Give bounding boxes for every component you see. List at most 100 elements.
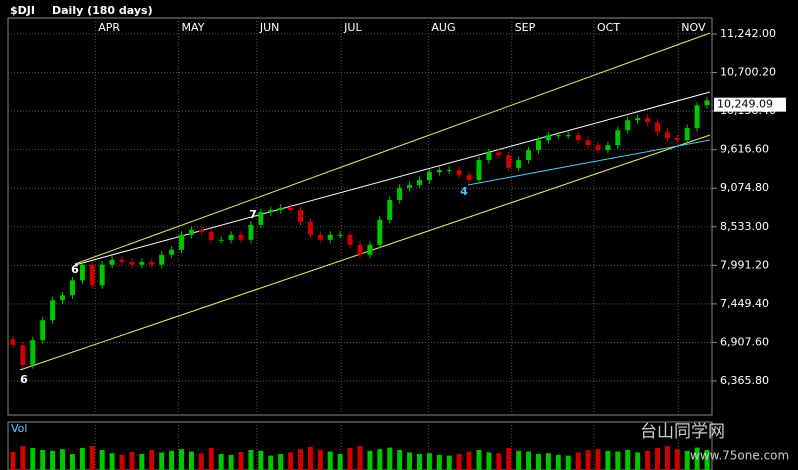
volume-bar	[387, 447, 393, 470]
volume-bar	[645, 450, 651, 470]
candle-body	[684, 128, 690, 141]
candle-body	[476, 160, 482, 181]
volume-bar	[30, 448, 36, 470]
volume-bar	[615, 451, 621, 470]
volume-bar	[704, 450, 710, 470]
volume-bar	[119, 454, 125, 470]
candle-body	[10, 339, 16, 346]
x-tick-label: APR	[98, 21, 120, 34]
candle-body	[228, 234, 234, 240]
volume-bar	[89, 446, 95, 470]
candle-body	[307, 222, 313, 235]
volume-bar	[218, 454, 224, 470]
candle-body	[694, 105, 700, 129]
volume-bar	[188, 451, 194, 470]
volume-bar	[605, 450, 611, 470]
volume-bar	[694, 447, 700, 470]
candle-body	[397, 187, 403, 200]
candle-body	[50, 300, 56, 321]
candle-body	[407, 185, 413, 188]
volume-bar	[198, 453, 204, 470]
volume-bar	[446, 455, 452, 470]
candle-body	[79, 264, 85, 281]
volume-bar	[526, 451, 532, 470]
y-tick-label: 8,533.00	[720, 220, 769, 233]
candle-body	[674, 138, 680, 141]
x-tick-label: NOV	[681, 21, 706, 34]
volume-bar	[367, 450, 373, 470]
volume-bar	[248, 450, 254, 470]
candle-body	[426, 172, 432, 181]
candle-body	[645, 118, 651, 123]
candle-body	[347, 234, 353, 245]
volume-bar	[664, 446, 670, 470]
candle-body	[506, 155, 512, 168]
trend-line	[74, 32, 711, 265]
volume-bar	[575, 452, 581, 470]
volume-bar	[10, 452, 16, 470]
watermark: 台山同学网	[640, 422, 725, 442]
candle-body	[248, 224, 254, 240]
candle-body	[704, 100, 710, 106]
y-tick-label: 7,991.20	[720, 258, 769, 271]
volume-bar	[268, 455, 274, 470]
candle-body	[159, 254, 165, 265]
candle-body	[565, 135, 571, 137]
volume-bar	[654, 448, 660, 470]
y-tick-label: 7,449.40	[720, 297, 769, 310]
volume-bar	[20, 446, 26, 470]
chart-subtitle: Daily (180 days)	[52, 4, 153, 17]
wave-label: 4	[460, 185, 468, 198]
volume-bar	[486, 452, 492, 470]
volume-bar	[69, 454, 75, 470]
volume-bar	[99, 450, 105, 470]
candle-body	[129, 261, 135, 265]
candle-body	[179, 234, 184, 250]
watermark-url: www.75one.com	[690, 449, 789, 463]
candle-body	[635, 118, 641, 121]
y-tick-label: 9,074.80	[720, 181, 769, 194]
candle-body	[377, 219, 383, 245]
volume-bar	[674, 449, 680, 470]
volume-bar	[466, 451, 472, 470]
candle-body	[654, 122, 660, 132]
price-panel	[7, 17, 713, 416]
candle-body	[69, 280, 75, 296]
candle-body	[119, 259, 125, 262]
volume-bar	[516, 450, 522, 470]
candle-body	[605, 145, 611, 151]
x-tick-label: OCT	[597, 21, 620, 34]
wave-label: 6	[20, 373, 28, 386]
candle-body	[99, 264, 105, 286]
volume-bar	[327, 451, 333, 470]
candle-body	[486, 152, 492, 161]
candle-body	[516, 160, 522, 168]
y-tick-label: 10,700.20	[720, 66, 776, 79]
candle-body	[188, 229, 194, 235]
candle-body	[218, 239, 224, 241]
volume-bar	[337, 454, 343, 470]
volume-bar	[40, 450, 46, 470]
volume-bar	[307, 446, 313, 470]
candle-body	[238, 234, 244, 240]
candle-body	[89, 264, 95, 286]
volume-panel	[7, 421, 713, 470]
candle-body	[367, 244, 373, 255]
volume-bar	[595, 449, 601, 470]
volume-bar	[278, 454, 284, 470]
wave-label: 7	[249, 208, 257, 221]
x-tick-label: SEP	[515, 21, 536, 34]
candle-body	[585, 140, 591, 146]
candle-body	[526, 150, 532, 161]
volume-bar	[417, 454, 422, 470]
volume-bar	[129, 452, 135, 470]
candle-body	[258, 212, 264, 225]
candle-body	[357, 244, 363, 255]
candle-body	[20, 345, 26, 366]
y-tick-label: 6,365.80	[720, 374, 769, 387]
volume-bar	[496, 453, 502, 470]
volume-bar	[179, 449, 184, 470]
x-tick-label: AUG	[431, 21, 455, 34]
candle-body	[417, 180, 422, 186]
